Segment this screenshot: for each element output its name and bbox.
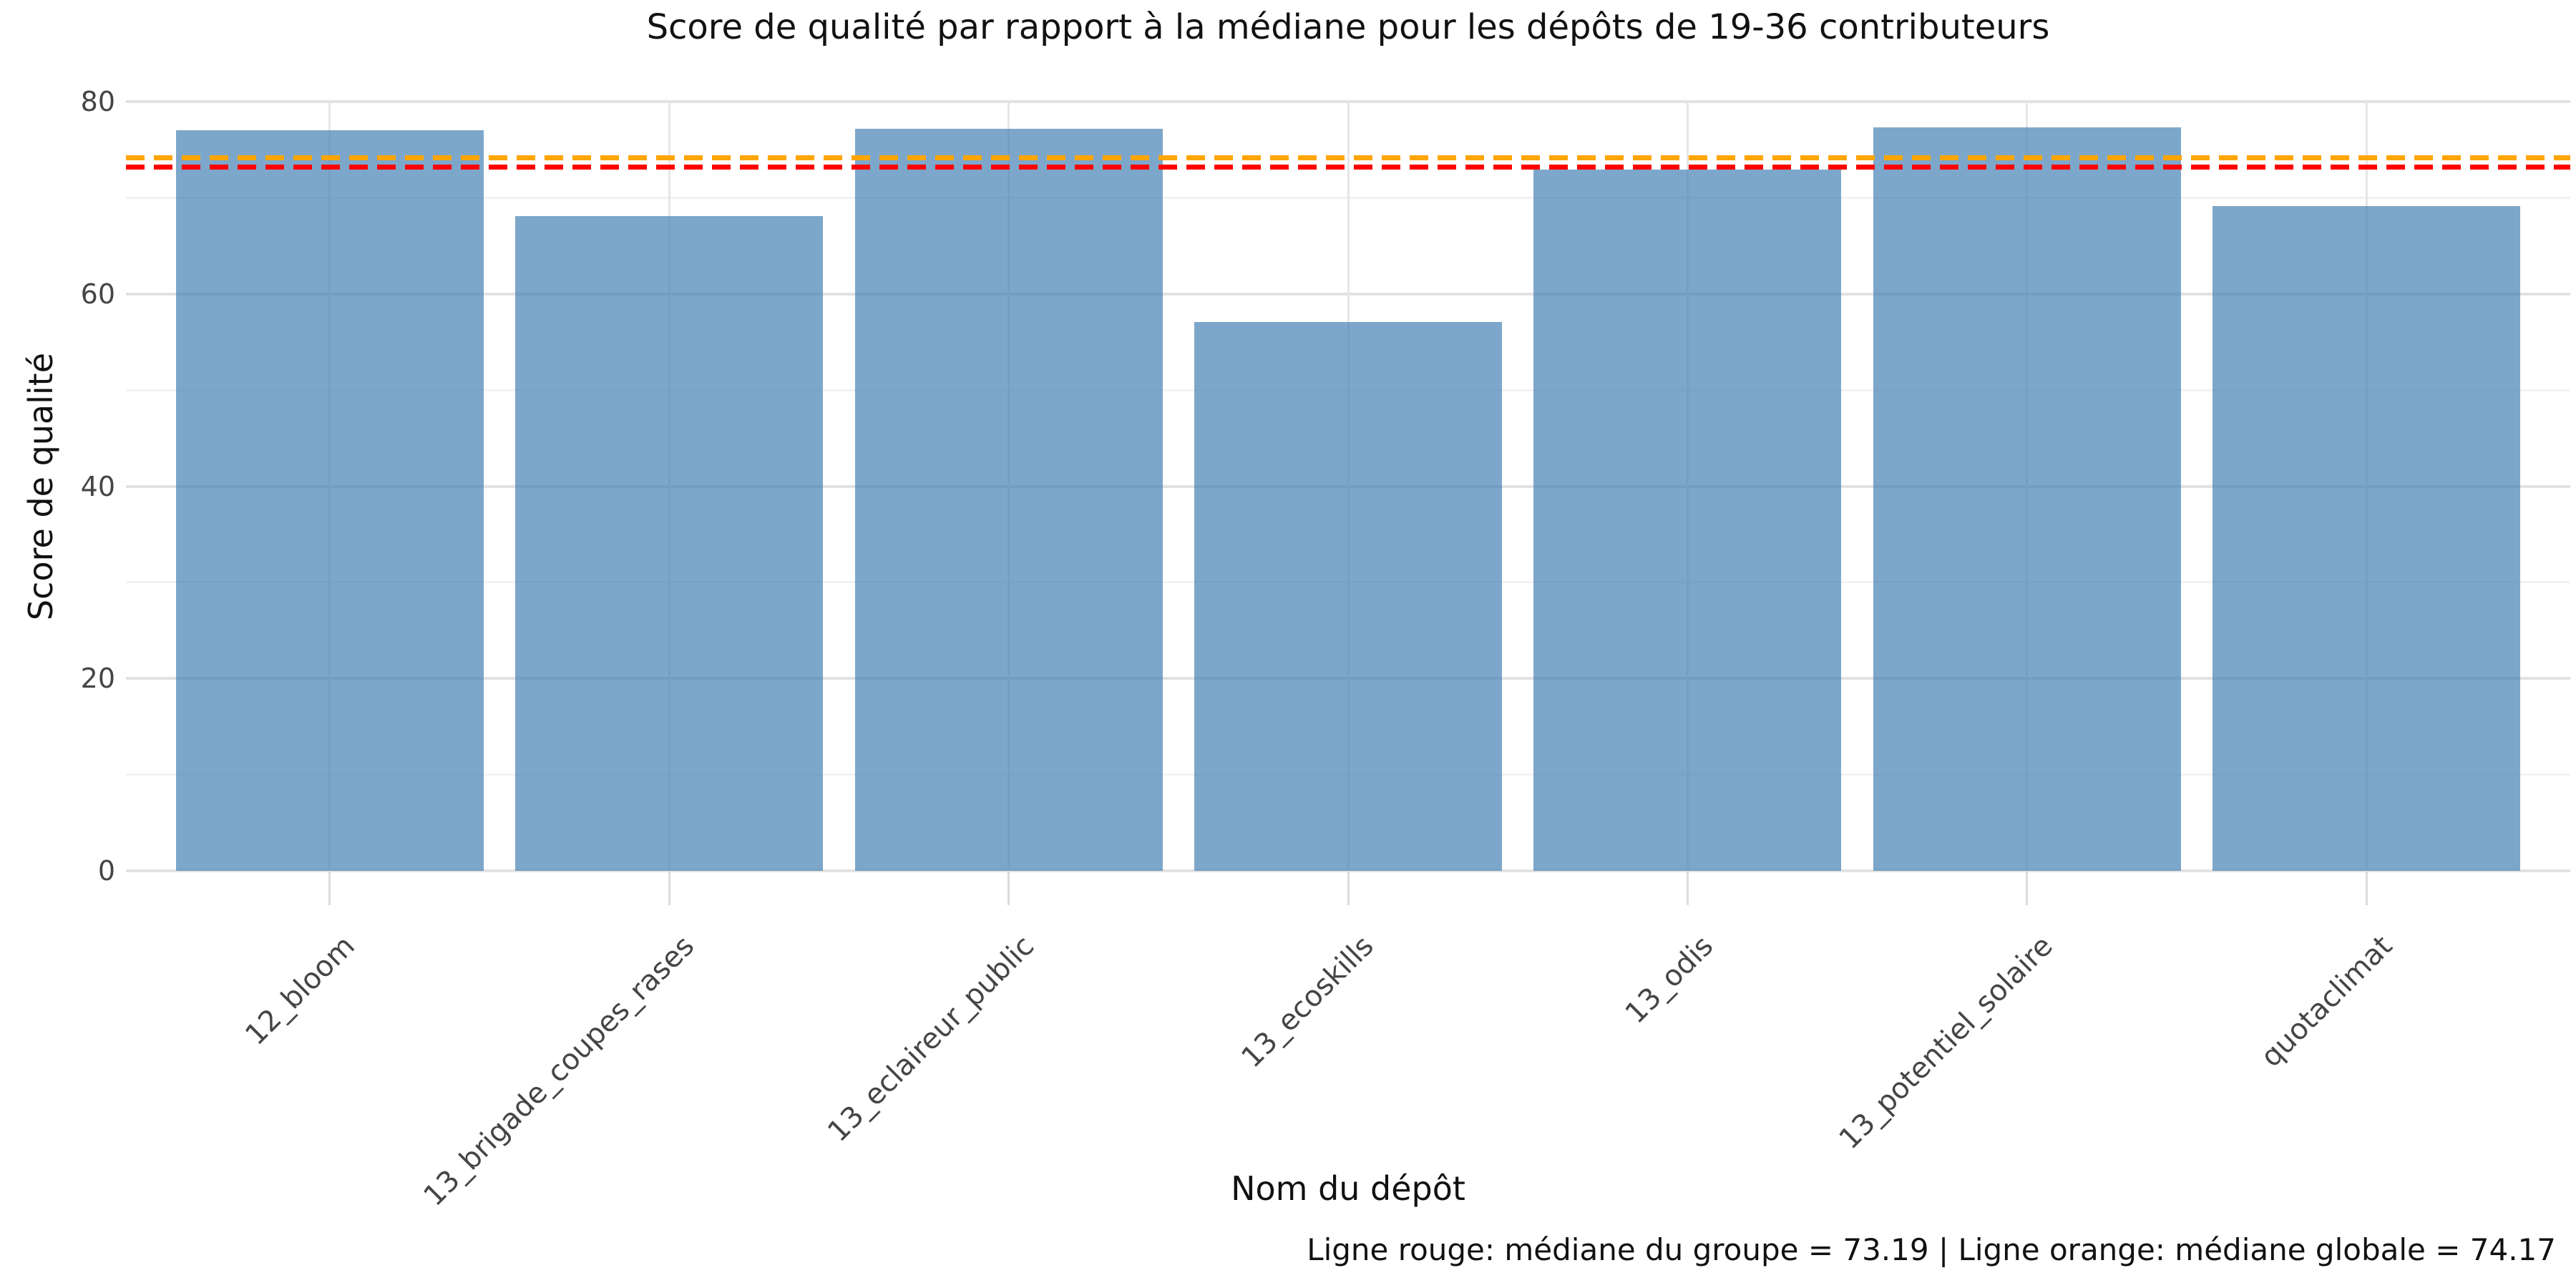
x-tick-label: 12_bloom — [239, 930, 362, 1052]
median-line-médiane-du-groupe — [126, 165, 2570, 170]
x-tick-mark — [328, 871, 331, 905]
bar-13_eclaireur_public — [854, 128, 1163, 871]
x-tick-mark — [2365, 871, 2368, 905]
bar-13_ecoskills — [1194, 321, 1502, 871]
bar-12_bloom — [175, 130, 484, 871]
chart-title: Score de qualité par rapport à la médian… — [646, 7, 2050, 47]
median-legend-caption: Ligne rouge: médiane du groupe = 73.19 |… — [1307, 1232, 2556, 1267]
x-tick-label: 13_potentiel_solaire — [1833, 930, 2059, 1156]
bar-quotaclimat — [2212, 206, 2521, 871]
bar-13_odis — [1533, 170, 1842, 871]
y-tick-label: 20 — [80, 663, 115, 695]
x-axis-label: Nom du dépôt — [1231, 1169, 1465, 1208]
x-tick-mark — [1347, 871, 1350, 905]
x-tick-label: 13_eclaireur_public — [821, 930, 1041, 1148]
x-tick-label: quotaclimat — [2254, 930, 2399, 1074]
bar-13_potentiel_solaire — [1873, 127, 2181, 871]
x-tick-mark — [668, 871, 670, 905]
y-tick-label: 80 — [80, 86, 115, 117]
x-tick-mark — [1686, 871, 1689, 905]
x-tick-mark — [1008, 871, 1010, 905]
x-tick-mark — [2026, 871, 2029, 905]
y-tick-label: 60 — [80, 278, 115, 310]
bar-13_brigade_coupes_rases — [515, 215, 824, 871]
x-tick-label: 13_ecoskills — [1235, 930, 1380, 1075]
median-line-médiane-globale — [126, 155, 2570, 160]
y-tick-label: 40 — [80, 470, 115, 502]
y-tick-label: 0 — [97, 855, 115, 887]
x-tick-label: 13_odis — [1619, 930, 1719, 1030]
